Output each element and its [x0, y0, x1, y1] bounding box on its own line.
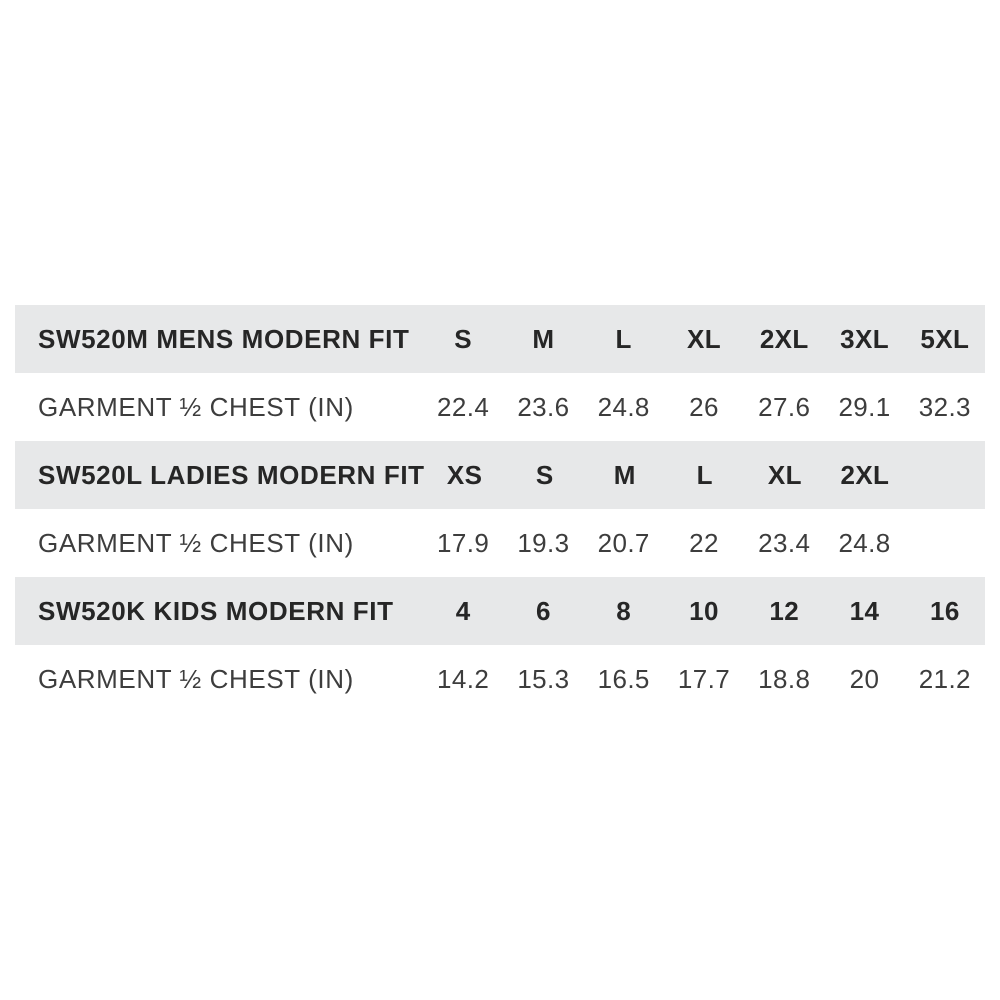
- kids-measurement-value: 16.5: [597, 664, 650, 694]
- mens-size-label: S: [454, 324, 473, 354]
- mens-measurement-value: 22.4: [437, 392, 490, 422]
- ladies-size-label: M: [613, 460, 636, 490]
- mens-size-label: M: [532, 324, 555, 354]
- mens-size-label: 5XL: [920, 324, 970, 354]
- mens-measurement-value: 27.6: [758, 392, 811, 422]
- ladies-size-label: XS: [446, 460, 483, 490]
- mens-measurement-label: GARMENT ½ CHEST (IN): [38, 392, 354, 422]
- kids-measurement-label: GARMENT ½ CHEST (IN): [38, 664, 354, 694]
- mens-measurement-value: 23.6: [517, 392, 570, 422]
- mens-measurement-value: 26: [689, 392, 719, 422]
- ladies-section-title: SW520L LADIES MODERN FIT: [38, 460, 425, 490]
- mens-measurement-value: 29.1: [838, 392, 891, 422]
- ladies-size-label: S: [535, 460, 554, 490]
- ladies-measurement-value: 23.4: [758, 528, 811, 558]
- ladies-size-label: L: [696, 460, 713, 490]
- ladies-measurement-value: 22: [689, 528, 719, 558]
- kids-size-label: 6: [535, 596, 551, 626]
- mens-header-row: SW520M MENS MODERN FIT S M L XL 2XL 3XL …: [15, 305, 985, 373]
- mens-measurement-value: 24.8: [597, 392, 650, 422]
- kids-size-label: 12: [769, 596, 800, 626]
- ladies-size-label: XL: [767, 460, 802, 490]
- kids-size-label: 4: [455, 596, 471, 626]
- kids-size-label: 14: [849, 596, 880, 626]
- ladies-measurement-value: 24.8: [838, 528, 891, 558]
- ladies-measurement-value: 17.9: [437, 528, 490, 558]
- ladies-measurement-row: GARMENT ½ CHEST (IN) 17.9 19.3 20.7 22 2…: [15, 509, 985, 577]
- kids-measurement-value: 14.2: [437, 664, 490, 694]
- kids-size-label: 10: [689, 596, 719, 626]
- kids-measurement-value: 15.3: [517, 664, 570, 694]
- mens-size-label: 3XL: [840, 324, 889, 354]
- kids-size-label: 16: [929, 596, 960, 626]
- kids-measurement-value: 17.7: [677, 664, 731, 694]
- mens-section-title: SW520M MENS MODERN FIT: [38, 324, 410, 354]
- ladies-header-row: SW520L LADIES MODERN FIT XS S M L XL 2XL: [15, 441, 985, 509]
- mens-size-label: XL: [686, 324, 721, 354]
- mens-measurement-row: GARMENT ½ CHEST (IN) 22.4 23.6 24.8 26 2…: [15, 373, 985, 441]
- mens-measurement-value: 32.3: [918, 392, 971, 422]
- mens-size-label: 2XL: [759, 324, 809, 354]
- ladies-measurement-label: GARMENT ½ CHEST (IN): [38, 528, 354, 558]
- kids-section-title: SW520K KIDS MODERN FIT: [38, 596, 394, 626]
- kids-header-row: SW520K KIDS MODERN FIT 4 6 8 10 12 14 16: [15, 577, 985, 645]
- ladies-size-label: 2XL: [840, 460, 890, 490]
- kids-measurement-value: 21.2: [918, 664, 971, 694]
- ladies-measurement-value: 19.3: [517, 528, 570, 558]
- kids-measurement-value: 18.8: [758, 664, 811, 694]
- kids-measurement-value: 20: [849, 664, 880, 694]
- kids-measurement-row: GARMENT ½ CHEST (IN) 14.2 15.3 16.5 17.7…: [15, 645, 985, 713]
- ladies-measurement-value: 20.7: [597, 528, 650, 558]
- kids-size-label: 8: [616, 596, 632, 626]
- mens-size-label: L: [615, 324, 632, 354]
- size-chart-table: SW520M MENS MODERN FIT S M L XL 2XL 3XL …: [15, 305, 985, 713]
